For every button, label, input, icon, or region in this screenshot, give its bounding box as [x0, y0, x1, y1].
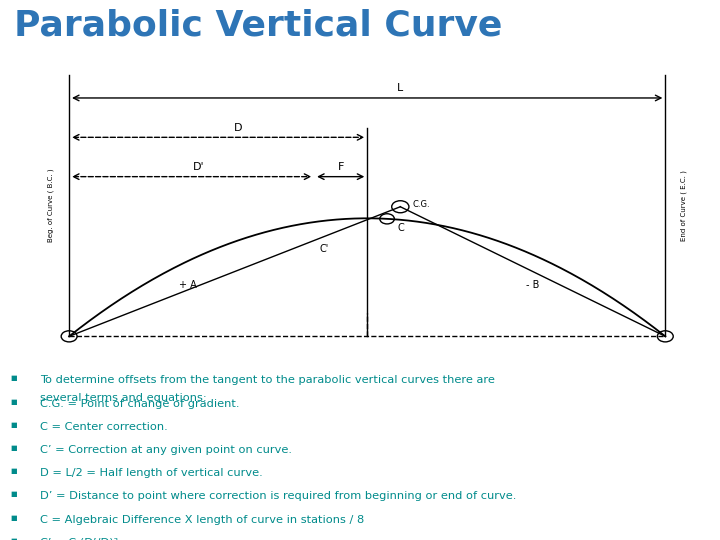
Text: ■: ■ [11, 422, 17, 428]
Text: D’ = Distance to point where correction is required from beginning or end of cur: D’ = Distance to point where correction … [40, 491, 516, 502]
Text: End of Curve ( E.C. ): End of Curve ( E.C. ) [680, 170, 687, 241]
Text: C: C [397, 224, 404, 233]
Text: D': D' [192, 162, 204, 172]
Text: - B: - B [526, 280, 539, 290]
Text: ■: ■ [11, 515, 17, 521]
Text: ■: ■ [11, 375, 17, 381]
Text: C': C' [320, 244, 329, 254]
Text: F: F [338, 162, 344, 172]
Text: L: L [397, 83, 403, 93]
Text: + A: + A [179, 280, 197, 290]
Text: C = Algebraic Difference X length of curve in stations / 8: C = Algebraic Difference X length of cur… [40, 515, 364, 525]
Text: ■: ■ [11, 538, 17, 540]
Text: ■: ■ [11, 399, 17, 404]
Text: D: D [234, 123, 243, 133]
Text: Beg. of Curve ( B.C. ): Beg. of Curve ( B.C. ) [48, 169, 54, 242]
Text: C = Center correction.: C = Center correction. [40, 422, 167, 432]
Text: C’ = Correction at any given point on curve.: C’ = Correction at any given point on cu… [40, 445, 292, 455]
Text: several terms and equations:: several terms and equations: [40, 393, 207, 403]
Text: C.G. = Point of change of gradient.: C.G. = Point of change of gradient. [40, 399, 239, 409]
Text: ■: ■ [11, 491, 17, 497]
Text: C’ = C (D’/D)²: C’ = C (D’/D)² [40, 538, 118, 540]
Text: ■: ■ [11, 468, 17, 474]
Text: ■: ■ [11, 445, 17, 451]
Text: C.G.: C.G. [413, 200, 430, 209]
Text: D = L/2 = Half length of vertical curve.: D = L/2 = Half length of vertical curve. [40, 468, 262, 478]
Text: To determine offsets from the tangent to the parabolic vertical curves there are: To determine offsets from the tangent to… [40, 375, 495, 386]
Text: Parabolic Vertical Curve: Parabolic Vertical Curve [14, 8, 503, 42]
